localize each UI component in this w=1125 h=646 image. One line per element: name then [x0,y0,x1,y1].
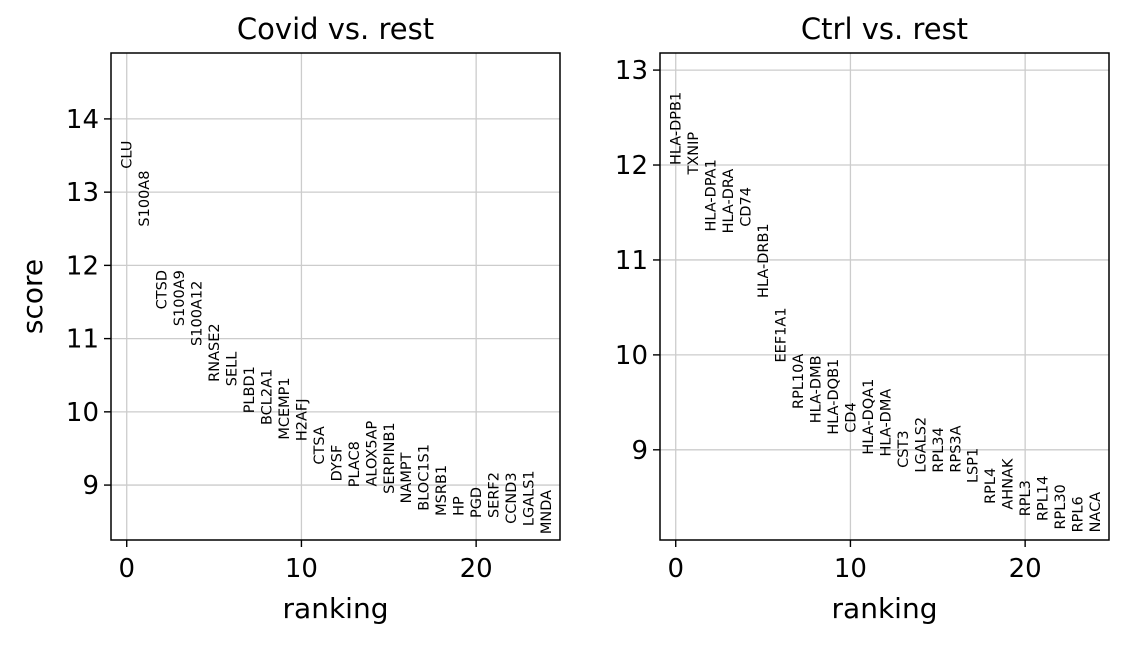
gene-label-covid-ctsa: CTSA [312,426,328,464]
gene-label-ctrl-hla-dmb: HLA-DMB [808,355,824,423]
gene-label-ctrl-eef1a1: EEF1A1 [774,307,790,362]
gene-label-covid-s100a8: S100A8 [137,171,153,227]
gene-label-covid-serpinb1: SERPINB1 [382,422,398,493]
gene-label-covid-rnase2: RNASE2 [207,323,223,381]
gene-label-ctrl-hla-drb1: HLA-DRB1 [756,223,772,298]
panel-title: Ctrl vs. rest [801,12,968,46]
gene-label-ctrl-rps3a: RPS3A [948,425,964,472]
gene-label-covid-hp: HP [452,496,468,516]
plot-frame [110,52,561,541]
x-tick-label: 20 [1009,554,1042,584]
gene-label-ctrl-rpl3: RPL3 [1018,480,1034,516]
gene-label-ctrl-cd4: CD4 [843,402,859,433]
y-tick-label: 9 [631,436,648,466]
gene-label-ctrl-hla-dpb1: HLA-DPB1 [669,92,685,165]
gene-label-covid-dysf: DYSF [329,445,345,482]
plot-frame [659,52,1110,541]
gene-label-covid-sell: SELL [225,352,241,387]
gene-label-covid-mcemp1: MCEMP1 [277,377,293,439]
gene-label-ctrl-cst3: CST3 [896,430,912,467]
x-tick-label: 0 [667,554,684,584]
y-tick-label: 14 [66,105,99,135]
gene-label-covid-serf2: SERF2 [487,472,503,518]
gene-label-covid-pgd: PGD [469,487,485,518]
y-tick-label: 13 [615,56,648,86]
gene-label-ctrl-naca: NACA [1088,492,1104,533]
gene-label-ctrl-hla-dqa1: HLA-DQA1 [861,379,877,455]
gene-label-covid-bloc1s1: BLOC1S1 [417,444,433,511]
panel-covid: 0 10 20 9 10 11 12 13 14 Covid vs. rest ranking sco… [16,12,561,625]
gene-label-ctrl-rpl30: RPL30 [1053,484,1069,529]
y-tick-label: 10 [66,398,99,428]
gene-label-covid-plbd1: PLBD1 [242,366,258,413]
y-tick-label: 11 [66,325,99,355]
x-axis-label: ranking [832,592,938,625]
gene-label-ctrl-lgals2: LGALS2 [913,417,929,473]
gene-label-ctrl-hla-dpa1: HLA-DPA1 [704,159,720,231]
gene-label-ctrl-ahnak: AHNAK [1001,458,1017,510]
gene-label-ctrl-rpl14: RPL14 [1036,476,1052,521]
y-tick-label: 12 [66,251,99,281]
gene-label-ctrl-rpl10a: RPL10A [791,354,807,409]
gene-label-covid-s100a12: S100A12 [190,281,206,346]
y-axis-label: score [16,259,49,334]
gene-label-ctrl-lsp1: LSP1 [966,448,982,483]
x-tick-label: 20 [460,554,493,584]
y-tick-label: 9 [82,471,99,501]
y-tick-label: 10 [615,341,648,371]
panel-title: Covid vs. rest [237,12,434,46]
gene-label-covid-bcl2a1: BCL2A1 [259,369,275,425]
y-tick-label: 12 [615,151,648,181]
gene-label-ctrl-hla-dra: HLA-DRA [721,169,737,234]
gene-label-ctrl-cd74: CD74 [739,187,755,227]
gene-label-ctrl-txnip: TXNIP [686,132,702,176]
gene-label-ctrl-rpl34: RPL34 [931,427,947,472]
gene-label-covid-lgals1: LGALS1 [522,470,538,526]
gene-label-covid-plac8: PLAC8 [347,441,363,487]
gene-label-covid-clu: CLU [120,141,136,169]
gene-label-ctrl-hla-dqb1: HLA-DQB1 [826,359,842,435]
y-tick-label: 11 [615,246,648,276]
gene-label-covid-ccnd3: CCND3 [504,472,520,524]
gene-label-covid-nampt: NAMPT [399,452,415,503]
gene-label-covid-s100a9: S100A9 [172,270,188,326]
gene-label-ctrl-rpl4: RPL4 [983,468,999,504]
x-axis-label: ranking [283,592,389,625]
gene-label-ctrl-rpl6: RPL6 [1071,496,1087,532]
gene-label-covid-alox5ap: ALOX5AP [364,420,380,486]
gene-label-covid-msrb1: MSRB1 [434,465,450,516]
gene-label-ctrl-hla-dma: HLA-DMA [878,389,894,457]
x-tick-label: 10 [285,554,318,584]
gene-label-covid-ctsd: CTSD [155,270,171,309]
x-tick-label: 0 [118,554,135,584]
y-tick-label: 13 [66,178,99,208]
panel-ctrl: 0 10 20 9 10 11 12 13 Ctrl vs. rest ranking HLA-DP… [615,12,1110,625]
gene-label-covid-mnda: MNDA [539,490,555,534]
x-tick-label: 10 [834,554,867,584]
gene-label-covid-h2afj: H2AFJ [294,398,310,441]
